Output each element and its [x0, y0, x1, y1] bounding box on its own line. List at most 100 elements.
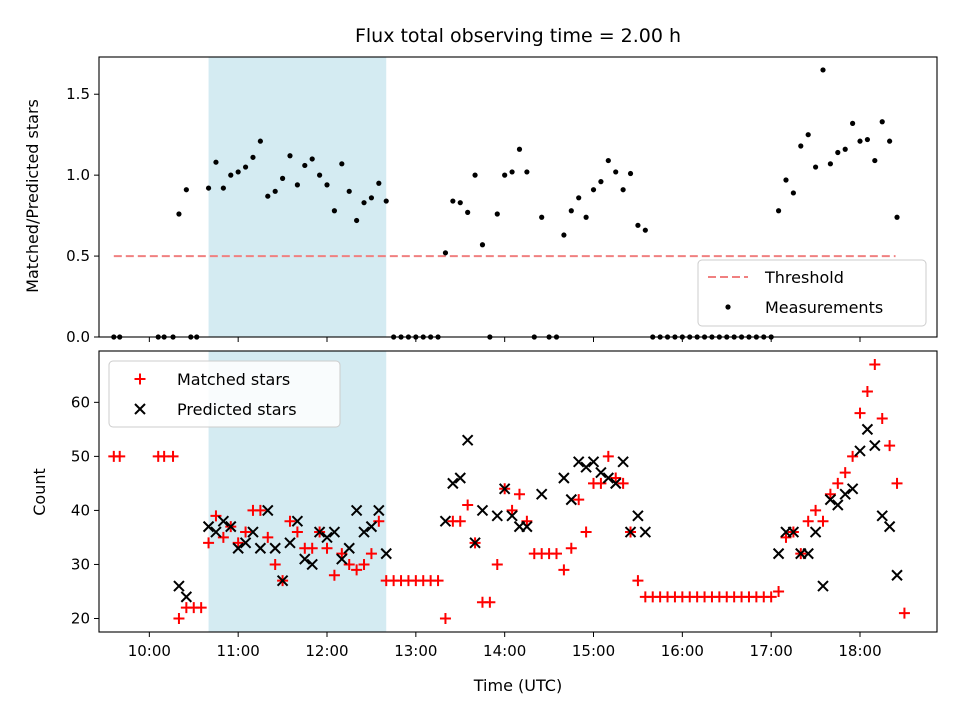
- matched-star-point: [306, 542, 318, 554]
- matched-star-point: [284, 515, 296, 527]
- measurement-point: [465, 209, 471, 215]
- bottom-panel: 20 30 40 50 60 10:00 11:00 12:00 13:00 14:00 15:00…: [71, 350, 938, 660]
- matched-star-point: [595, 477, 607, 489]
- measurement-point: [894, 214, 900, 220]
- predicted-star-point: [891, 569, 903, 581]
- top-highlight-span: [208, 57, 387, 337]
- measurement-point: [346, 188, 352, 194]
- predicted-star-point: [321, 531, 333, 544]
- predicted-star-point: [572, 456, 585, 468]
- measurement-point: [872, 157, 878, 164]
- matched-star-point: [802, 515, 814, 527]
- top-panel: 0.0 0.5 1.0 1.5 Threshold Measurements: [66, 56, 938, 346]
- matched-star-point: [203, 537, 215, 549]
- predicted-star-point: [284, 537, 296, 549]
- matched-star-point: [565, 542, 577, 554]
- bottom-series-1: [173, 423, 903, 603]
- matched-star-point: [810, 504, 822, 516]
- matched-star-point: [513, 488, 525, 500]
- matched-star-point: [365, 548, 377, 560]
- measurement-point: [583, 214, 589, 220]
- predicted-star-point: [269, 542, 281, 554]
- measurement-point: [213, 159, 219, 165]
- predicted-star-point: [498, 483, 511, 495]
- predicted-star-point: [262, 504, 274, 517]
- legend-measurements-label: Measurements: [765, 298, 883, 317]
- bottom-axes-frame: [98, 350, 938, 633]
- measurement-point: [257, 138, 263, 144]
- predicted-star-point: [521, 520, 533, 533]
- x-tick-label: 12:00: [305, 642, 348, 660]
- predicted-star-point: [313, 526, 326, 538]
- measurement-point: [835, 149, 841, 156]
- top-y-tick-label: 1.0: [66, 166, 90, 184]
- measurement-point: [376, 180, 382, 186]
- matched-star-point: [167, 450, 179, 462]
- matched-star-point: [898, 607, 910, 619]
- predicted-star-point: [202, 520, 215, 533]
- predicted-star-point: [639, 526, 652, 538]
- legend-predicted-swatch: [134, 403, 146, 415]
- bottom-series-0: [108, 359, 910, 624]
- measurement-point: [598, 179, 604, 185]
- top-legend-box: [697, 259, 927, 327]
- predicted-star-point: [328, 526, 341, 538]
- legend-measurements-swatch: [725, 304, 731, 310]
- matched-star-point: [462, 499, 474, 511]
- predicted-star-point: [299, 553, 311, 565]
- matched-star-point: [891, 477, 903, 489]
- measurement-point: [361, 200, 367, 206]
- matched-star-point: [558, 564, 570, 576]
- matched-star-point: [321, 542, 333, 554]
- measurement-point: [205, 185, 212, 191]
- matched-star-point: [484, 596, 496, 608]
- matched-star-point: [210, 510, 222, 522]
- predicted-star-point: [610, 477, 622, 490]
- measurement-point: [642, 227, 648, 233]
- matched-star-point: [439, 612, 451, 624]
- matched-star-point: [328, 569, 340, 581]
- predicted-star-point: [454, 472, 466, 484]
- x-tick-label: 11:00: [217, 642, 260, 660]
- predicted-star-point: [447, 477, 459, 490]
- matched-star-point: [195, 602, 207, 614]
- measurement-point: [605, 157, 611, 164]
- top-y-tick-label: 0.5: [66, 247, 90, 265]
- bottom-y-tick-label: 60: [71, 393, 90, 411]
- predicted-star-point: [883, 520, 896, 533]
- matched-star-point: [217, 531, 229, 543]
- predicted-star-point: [180, 591, 193, 603]
- measurement-point: [457, 200, 463, 206]
- matched-star-point: [550, 548, 562, 560]
- matched-star-point: [617, 477, 629, 489]
- measurement-point: [820, 67, 826, 73]
- predicted-star-point: [587, 456, 600, 468]
- predicted-star-point: [461, 434, 474, 446]
- top-y-tick-label: 0.0: [66, 328, 90, 346]
- predicted-star-point: [809, 526, 822, 538]
- measurement-point: [627, 170, 634, 177]
- measurement-point: [857, 138, 863, 144]
- measurement-point: [331, 208, 338, 214]
- predicted-star-point: [787, 526, 800, 538]
- measurement-point: [287, 153, 293, 159]
- measurement-point: [479, 242, 486, 248]
- measurement-point: [790, 190, 796, 196]
- measurement-point: [309, 156, 315, 162]
- predicted-star-point: [506, 510, 518, 522]
- predicted-star-point: [565, 493, 578, 506]
- matched-star-point: [336, 548, 348, 560]
- top-legend: Threshold Measurements: [697, 259, 927, 327]
- predicted-star-point: [602, 472, 615, 484]
- matched-star-point: [114, 450, 126, 462]
- measurement-point: [235, 169, 241, 175]
- predicted-star-point: [336, 553, 348, 565]
- bottom-y-tick-label: 20: [71, 609, 90, 627]
- measurement-point: [339, 161, 345, 167]
- measurement-point: [576, 195, 582, 201]
- matched-star-point: [491, 558, 503, 570]
- measurement-point: [864, 136, 871, 143]
- measurement-point: [516, 146, 523, 152]
